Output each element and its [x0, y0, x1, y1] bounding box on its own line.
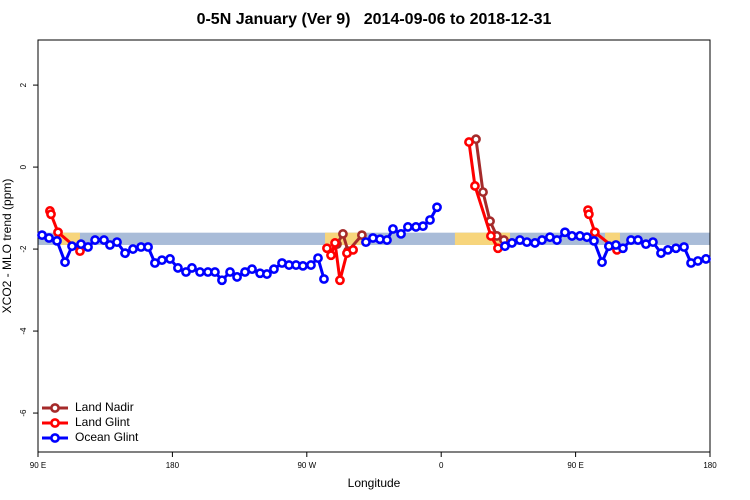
data-point: [306, 260, 316, 270]
data-point: [402, 222, 413, 232]
data-point: [567, 231, 577, 241]
data-point: [326, 250, 336, 261]
data-point: [210, 267, 220, 277]
data-point: [582, 232, 592, 243]
data-point: [232, 272, 242, 282]
legend-marker: [50, 403, 60, 413]
data-point: [322, 243, 332, 254]
data-point: [128, 244, 138, 254]
y-axis-label: XCO2 - MLO trend (ppm): [0, 179, 14, 314]
data-point: [319, 274, 329, 284]
y-tick-label: 0: [19, 164, 28, 169]
series-line: [48, 141, 618, 282]
data-point: [597, 257, 607, 268]
data-point: [357, 230, 367, 241]
x-tick-label: 180: [703, 461, 717, 470]
data-point: [165, 254, 175, 264]
data-point: [470, 181, 480, 191]
legend-marker: [50, 418, 60, 428]
data-point: [195, 267, 205, 277]
data-point: [382, 235, 392, 245]
data-point: [338, 229, 348, 239]
data-point: [348, 244, 358, 255]
x-tick-label: 0: [439, 461, 444, 470]
data-point: [648, 237, 658, 248]
data-point: [187, 263, 197, 273]
data-point: [425, 215, 435, 225]
x-tick-label: 180: [166, 461, 180, 470]
data-point: [52, 235, 62, 246]
data-point: [478, 187, 488, 197]
data-point: [262, 269, 272, 279]
data-point: [589, 227, 600, 238]
data-point: [60, 257, 70, 268]
data-point: [83, 242, 93, 252]
data-point: [432, 202, 442, 213]
data-point: [618, 243, 628, 254]
y-tick-label: -4: [19, 327, 28, 335]
data-point: [46, 209, 56, 220]
data-point: [173, 263, 183, 273]
x-tick-label: 90 E: [567, 461, 583, 470]
legend-label: Land Glint: [75, 415, 130, 429]
y-tick-label: -2: [19, 245, 28, 253]
chart-title: 0-5N January (Ver 9) 2014-09-06 to 2018-…: [197, 11, 552, 28]
data-point: [225, 267, 235, 277]
legend-label: Land Nadir: [75, 400, 134, 414]
y-tick-label: 2: [19, 82, 28, 87]
data-point: [247, 264, 257, 275]
legend-marker: [50, 433, 60, 443]
data-point: [330, 238, 340, 248]
data-point: [701, 254, 711, 264]
data-point: [53, 227, 63, 238]
data-point: [217, 275, 227, 286]
data-point: [418, 221, 428, 232]
data-point: [464, 137, 474, 147]
data-point: [537, 235, 547, 245]
data-point: [396, 229, 406, 239]
data-point: [67, 241, 77, 252]
data-point: [90, 235, 100, 245]
data-point: [560, 227, 570, 238]
data-point: [522, 237, 532, 248]
data-point: [99, 235, 109, 245]
data-point: [298, 260, 308, 271]
data-point: [44, 233, 54, 243]
data-point: [361, 237, 371, 248]
data-point: [693, 256, 703, 266]
data-point: [157, 255, 167, 266]
data-point: [633, 235, 643, 245]
plot-frame: [37, 39, 711, 453]
data-point: [120, 248, 130, 259]
data-point: [662, 244, 673, 255]
data-point: [269, 264, 279, 275]
data-point: [143, 242, 153, 252]
data-point: [486, 231, 496, 241]
x-tick-label: 90 E: [30, 461, 46, 470]
x-axis-label: Longitude: [348, 476, 401, 490]
legend-label: Ocean Glint: [75, 430, 139, 444]
data-point: [679, 242, 689, 252]
data-point: [671, 243, 681, 254]
data-point: [583, 209, 594, 220]
data-point: [552, 235, 562, 245]
data-point: [335, 275, 345, 286]
data-point: [313, 253, 323, 263]
x-tick-label: 90 W: [297, 461, 316, 470]
y-tick-label: -6: [19, 409, 28, 417]
data-point: [507, 238, 517, 248]
data-point: [112, 237, 122, 248]
data-point: [388, 224, 398, 234]
data-point: [589, 235, 599, 246]
